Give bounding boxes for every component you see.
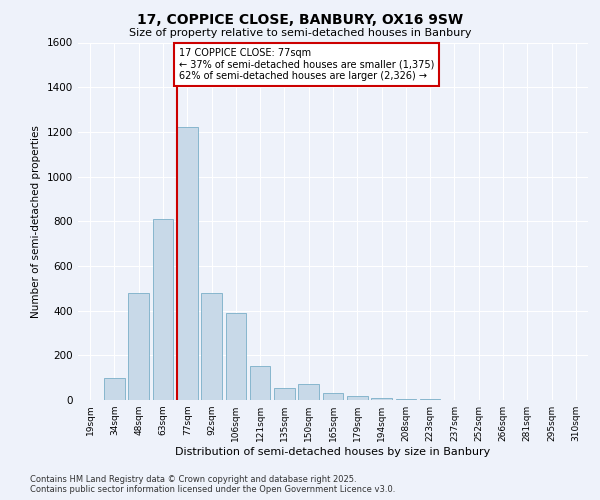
Bar xyxy=(152,219,173,400)
Y-axis label: Number of semi-detached properties: Number of semi-detached properties xyxy=(31,125,41,318)
X-axis label: Distribution of semi-detached houses by size in Banbury: Distribution of semi-detached houses by … xyxy=(175,447,491,457)
Bar xyxy=(128,293,149,400)
Bar xyxy=(371,398,392,400)
Bar xyxy=(395,399,416,400)
Text: 17 COPPICE CLOSE: 77sqm
← 37% of semi-detached houses are smaller (1,375)
62% of: 17 COPPICE CLOSE: 77sqm ← 37% of semi-de… xyxy=(179,48,434,81)
Bar xyxy=(420,399,440,400)
Bar xyxy=(250,366,271,400)
Bar xyxy=(323,394,343,400)
Text: 17, COPPICE CLOSE, BANBURY, OX16 9SW: 17, COPPICE CLOSE, BANBURY, OX16 9SW xyxy=(137,12,463,26)
Bar xyxy=(226,313,246,400)
Bar xyxy=(201,293,222,400)
Text: Contains HM Land Registry data © Crown copyright and database right 2025.
Contai: Contains HM Land Registry data © Crown c… xyxy=(30,474,395,494)
Bar xyxy=(298,384,319,400)
Bar xyxy=(177,128,197,400)
Bar xyxy=(104,378,125,400)
Bar xyxy=(274,388,295,400)
Text: Size of property relative to semi-detached houses in Banbury: Size of property relative to semi-detach… xyxy=(129,28,471,38)
Bar xyxy=(347,396,368,400)
